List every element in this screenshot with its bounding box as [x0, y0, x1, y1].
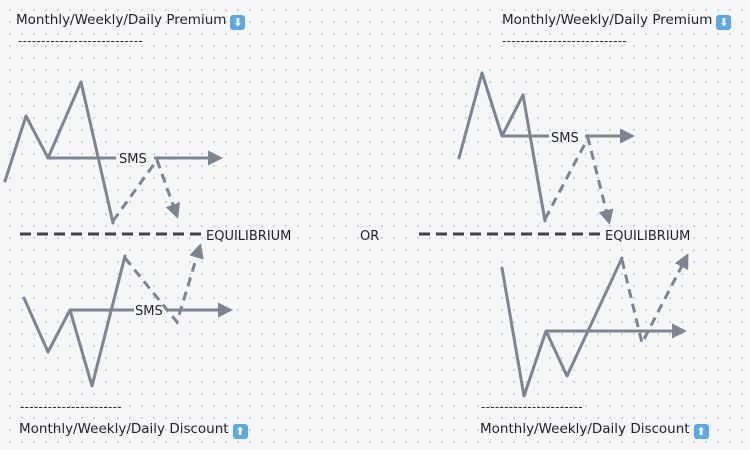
- dashed-projection-right-bottom: [620, 253, 689, 348]
- equilibrium-label-left: EQUILIBRIUM: [206, 229, 291, 244]
- down-arrow-icon: ⬇: [716, 15, 732, 30]
- premium-title-right: Monthly/Weekly/Daily Premium ⬇: [502, 11, 732, 30]
- dashed-projection-right-top: [543, 133, 614, 225]
- price-path-right-top: [457, 71, 547, 223]
- price-path-left-bottom: [22, 254, 127, 388]
- premium-text-right: Monthly/Weekly/Daily Premium: [502, 12, 713, 28]
- discount-text-left: Monthly/Weekly/Daily Discount: [19, 421, 229, 437]
- discount-title-right: Monthly/Weekly/Daily Discount ⬆: [480, 420, 709, 439]
- sms-label-right-top: SMS: [551, 131, 579, 146]
- discount-separator-left: ----------------------: [20, 400, 122, 414]
- equilibrium-label-right: EQUILIBRIUM: [605, 229, 690, 244]
- sms-label-left-bottom: SMS: [135, 304, 163, 319]
- premium-separator-left: ---------------------------: [18, 34, 144, 48]
- price-path-right-bottom: [500, 256, 624, 398]
- dashed-projection-left-bottom: [123, 243, 204, 326]
- discount-separator-right: ----------------------: [481, 400, 583, 414]
- up-arrow-icon: ⬆: [693, 424, 709, 439]
- sms-label-left-top: SMS: [119, 152, 147, 167]
- premium-text-left: Monthly/Weekly/Daily Premium: [16, 12, 227, 28]
- premium-separator-right: ---------------------------: [502, 34, 628, 48]
- premium-title-left: Monthly/Weekly/Daily Premium ⬇: [16, 11, 246, 30]
- discount-title-left: Monthly/Weekly/Daily Discount ⬆: [19, 420, 248, 439]
- or-label: OR: [360, 229, 379, 244]
- down-arrow-icon: ⬇: [230, 15, 246, 30]
- up-arrow-icon: ⬆: [232, 424, 248, 439]
- price-path-left-top: [3, 80, 115, 225]
- dashed-projection-left-top: [111, 156, 181, 222]
- discount-text-right: Monthly/Weekly/Daily Discount: [480, 421, 690, 437]
